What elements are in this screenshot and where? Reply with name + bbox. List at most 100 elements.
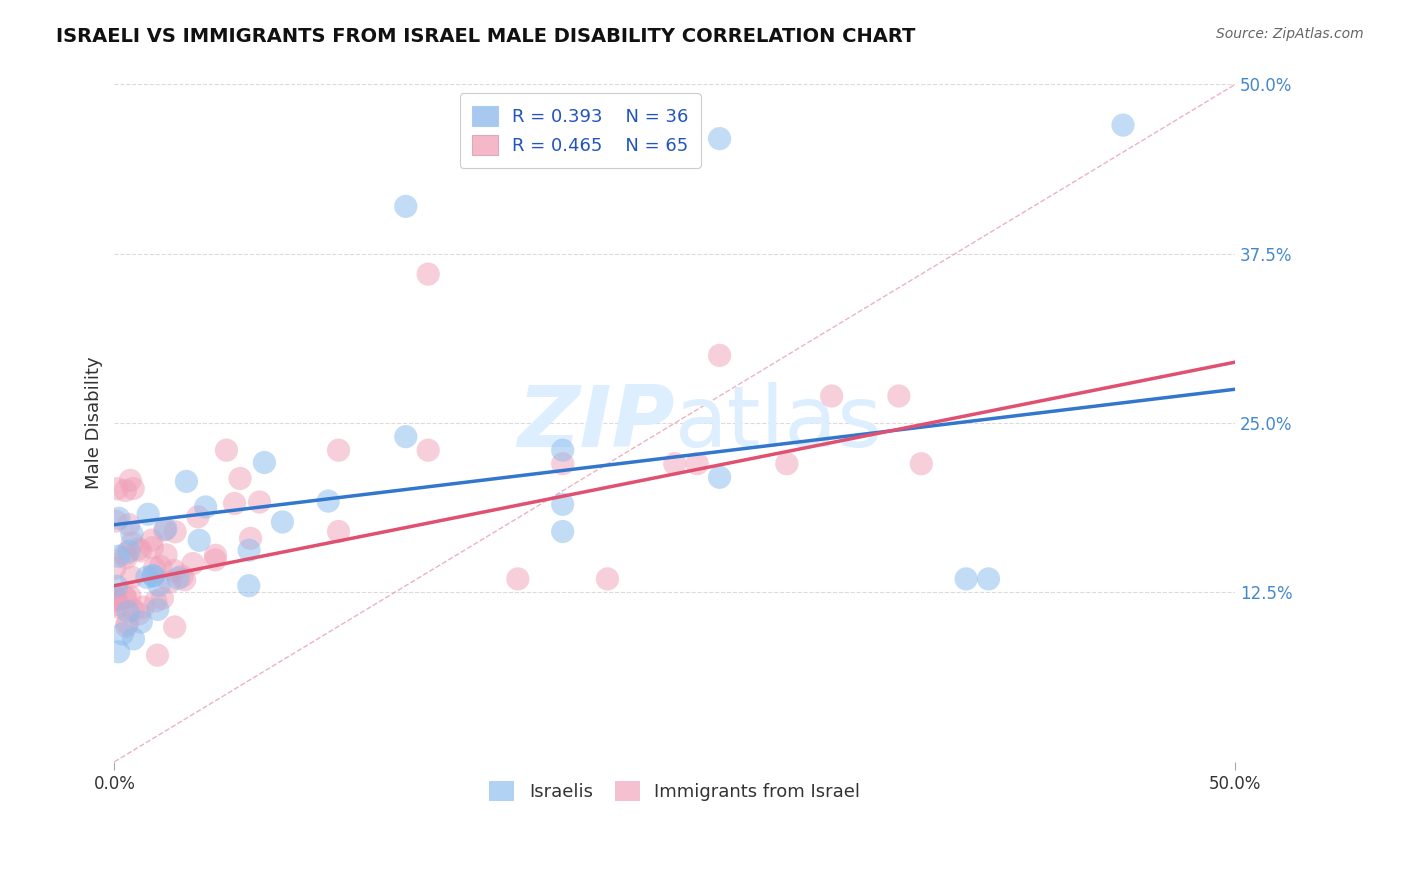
Point — [118, 517, 141, 532]
Point — [129, 544, 152, 558]
Point — [328, 524, 350, 539]
Point — [910, 457, 932, 471]
Point — [955, 572, 977, 586]
Point — [551, 457, 574, 471]
Point — [239, 532, 262, 546]
Point — [820, 389, 842, 403]
Point — [170, 569, 193, 583]
Point — [118, 589, 141, 603]
Point — [103, 589, 125, 603]
Point — [709, 131, 731, 145]
Point — [155, 522, 177, 536]
Point — [115, 591, 138, 605]
Point — [122, 482, 145, 496]
Point — [107, 645, 129, 659]
Point — [224, 496, 246, 510]
Point — [146, 602, 169, 616]
Point — [253, 456, 276, 470]
Point — [551, 443, 574, 458]
Point — [108, 511, 131, 525]
Text: ISRAELI VS IMMIGRANTS FROM ISRAEL MALE DISABILITY CORRELATION CHART: ISRAELI VS IMMIGRANTS FROM ISRAEL MALE D… — [56, 27, 915, 45]
Point — [136, 507, 159, 521]
Point — [105, 598, 128, 612]
Point — [887, 389, 910, 403]
Legend: Israelis, Immigrants from Israel: Israelis, Immigrants from Israel — [477, 769, 873, 814]
Point — [187, 509, 209, 524]
Point — [418, 267, 440, 281]
Point — [128, 607, 150, 621]
Point — [506, 572, 529, 586]
Point — [204, 553, 226, 567]
Point — [176, 475, 198, 489]
Point — [111, 627, 134, 641]
Point — [153, 523, 176, 537]
Point — [148, 578, 170, 592]
Point — [188, 533, 211, 548]
Text: atlas: atlas — [675, 382, 883, 465]
Point — [418, 443, 440, 458]
Point — [229, 471, 252, 485]
Point — [120, 474, 142, 488]
Point — [121, 527, 143, 541]
Point — [159, 574, 181, 589]
Point — [249, 495, 271, 509]
Point — [122, 603, 145, 617]
Point — [155, 548, 177, 562]
Point — [105, 482, 128, 496]
Point — [395, 199, 418, 213]
Point — [977, 572, 1000, 586]
Point — [105, 592, 128, 607]
Point — [163, 620, 186, 634]
Point — [709, 470, 731, 484]
Point — [551, 497, 574, 511]
Point — [167, 571, 190, 585]
Point — [104, 561, 127, 575]
Point — [118, 544, 141, 558]
Point — [686, 457, 709, 471]
Point — [163, 564, 186, 578]
Point — [117, 605, 139, 619]
Point — [328, 443, 350, 458]
Point — [165, 524, 187, 539]
Point — [395, 430, 418, 444]
Point — [238, 579, 260, 593]
Point — [664, 457, 686, 471]
Point — [105, 579, 128, 593]
Point — [709, 348, 731, 362]
Point — [104, 514, 127, 528]
Point — [132, 600, 155, 615]
Point — [114, 483, 136, 498]
Point — [121, 570, 143, 584]
Point — [204, 549, 226, 563]
Point — [181, 557, 204, 571]
Point — [551, 524, 574, 539]
Point — [135, 570, 157, 584]
Point — [146, 648, 169, 663]
Point — [104, 593, 127, 607]
Point — [104, 590, 127, 604]
Point — [596, 572, 619, 586]
Point — [776, 457, 799, 471]
Point — [150, 591, 173, 606]
Point — [145, 594, 167, 608]
Text: Source: ZipAtlas.com: Source: ZipAtlas.com — [1216, 27, 1364, 41]
Point — [112, 590, 135, 604]
Point — [117, 616, 139, 631]
Point — [1112, 118, 1135, 132]
Y-axis label: Male Disability: Male Disability — [86, 357, 103, 490]
Point — [107, 599, 129, 614]
Point — [142, 568, 165, 582]
Point — [143, 561, 166, 575]
Point — [149, 559, 172, 574]
Point — [316, 494, 339, 508]
Point — [141, 541, 163, 555]
Point — [107, 549, 129, 564]
Point — [141, 533, 163, 548]
Point — [271, 515, 294, 529]
Text: ZIP: ZIP — [517, 382, 675, 465]
Point — [122, 632, 145, 646]
Point — [115, 619, 138, 633]
Point — [173, 573, 195, 587]
Point — [121, 536, 143, 550]
Point — [142, 569, 165, 583]
